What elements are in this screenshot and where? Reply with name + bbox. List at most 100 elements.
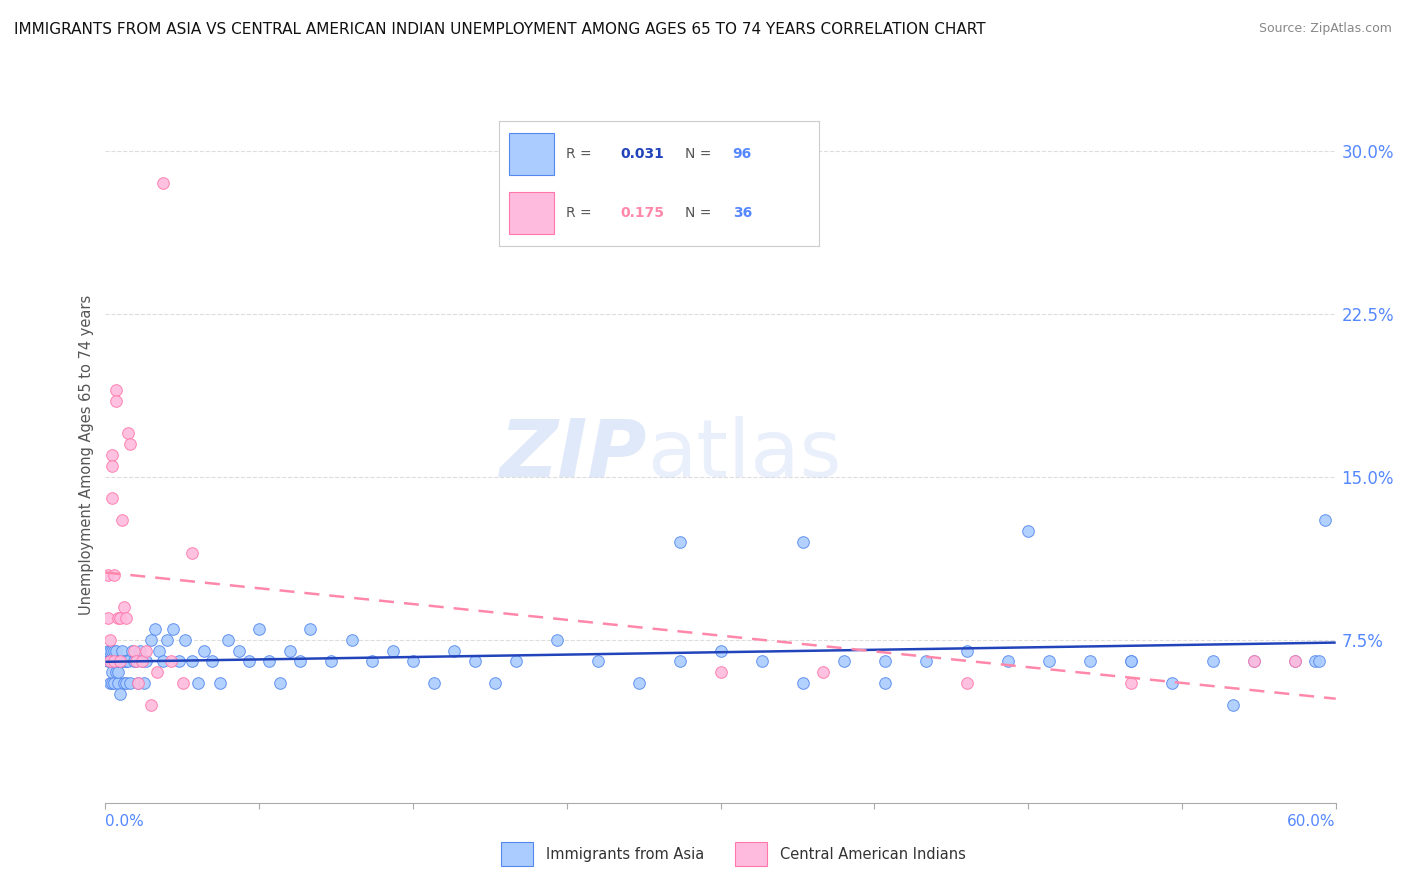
Point: [115, 676, 138, 690]
Point: [201, 655, 224, 669]
Point: [259, 655, 281, 669]
Point: [751, 655, 773, 669]
Point: [122, 655, 145, 669]
Point: [218, 632, 240, 647]
Point: [956, 676, 979, 690]
Point: [96, 655, 118, 669]
Point: [162, 622, 184, 636]
Point: [112, 655, 135, 669]
Point: [98, 655, 121, 669]
Point: [98, 676, 121, 690]
Point: [131, 655, 153, 669]
Point: [169, 655, 191, 669]
Bar: [501, 842, 533, 866]
Point: [112, 676, 135, 690]
Point: [209, 676, 232, 690]
Point: [1202, 655, 1225, 669]
Point: [299, 622, 322, 636]
Point: [1119, 676, 1142, 690]
Point: [115, 611, 138, 625]
Text: 0.0%: 0.0%: [105, 814, 145, 829]
Point: [117, 655, 139, 669]
Point: [1308, 655, 1330, 669]
Point: [100, 491, 122, 506]
Point: [172, 676, 194, 690]
Point: [340, 632, 363, 647]
Text: atlas: atlas: [647, 416, 841, 494]
Point: [108, 655, 131, 669]
Point: [104, 643, 127, 657]
Bar: [735, 842, 766, 866]
Point: [238, 655, 260, 669]
Point: [1303, 655, 1326, 669]
Point: [443, 643, 465, 657]
Point: [361, 655, 384, 669]
Point: [103, 643, 125, 657]
Point: [956, 643, 979, 657]
Point: [145, 665, 167, 680]
Point: [187, 676, 209, 690]
Point: [247, 622, 270, 636]
Point: [98, 632, 121, 647]
Point: [148, 643, 170, 657]
Point: [832, 655, 855, 669]
Point: [792, 535, 814, 549]
Point: [111, 643, 134, 657]
Point: [1222, 698, 1244, 712]
Point: [120, 676, 141, 690]
Point: [107, 611, 129, 625]
Point: [546, 632, 568, 647]
Point: [103, 655, 125, 669]
Point: [122, 643, 145, 657]
Point: [108, 655, 131, 669]
Point: [914, 655, 936, 669]
Point: [228, 643, 250, 657]
Point: [100, 448, 122, 462]
Point: [1038, 655, 1060, 669]
Point: [1284, 655, 1306, 669]
Point: [278, 643, 301, 657]
Point: [98, 643, 121, 657]
Point: [117, 426, 139, 441]
Point: [131, 655, 153, 669]
Point: [1017, 524, 1039, 538]
Point: [290, 655, 312, 669]
Point: [627, 676, 650, 690]
Point: [710, 643, 733, 657]
Text: ZIP: ZIP: [499, 416, 647, 494]
Text: Immigrants from Asia: Immigrants from Asia: [546, 847, 704, 862]
Point: [1243, 655, 1265, 669]
Point: [96, 643, 118, 657]
Point: [103, 655, 125, 669]
Text: Central American Indians: Central American Indians: [780, 847, 966, 862]
Point: [193, 643, 215, 657]
Point: [111, 655, 134, 669]
Point: [125, 655, 148, 669]
Point: [1119, 655, 1142, 669]
Point: [464, 655, 486, 669]
Point: [139, 698, 162, 712]
Point: [156, 632, 179, 647]
Point: [111, 513, 134, 527]
Point: [108, 611, 131, 625]
Point: [98, 655, 121, 669]
Point: [104, 393, 127, 408]
Point: [135, 643, 157, 657]
Y-axis label: Unemployment Among Ages 65 to 74 years: Unemployment Among Ages 65 to 74 years: [79, 294, 94, 615]
Point: [108, 687, 131, 701]
Point: [107, 665, 129, 680]
Point: [152, 176, 174, 190]
Point: [96, 611, 118, 625]
Point: [668, 655, 690, 669]
Point: [402, 655, 425, 669]
Point: [180, 546, 202, 560]
Point: [107, 676, 129, 690]
Point: [129, 643, 152, 657]
Point: [873, 655, 896, 669]
Point: [125, 655, 148, 669]
Point: [811, 665, 834, 680]
Point: [100, 665, 122, 680]
Point: [269, 676, 291, 690]
Point: [121, 643, 143, 657]
Point: [174, 632, 197, 647]
